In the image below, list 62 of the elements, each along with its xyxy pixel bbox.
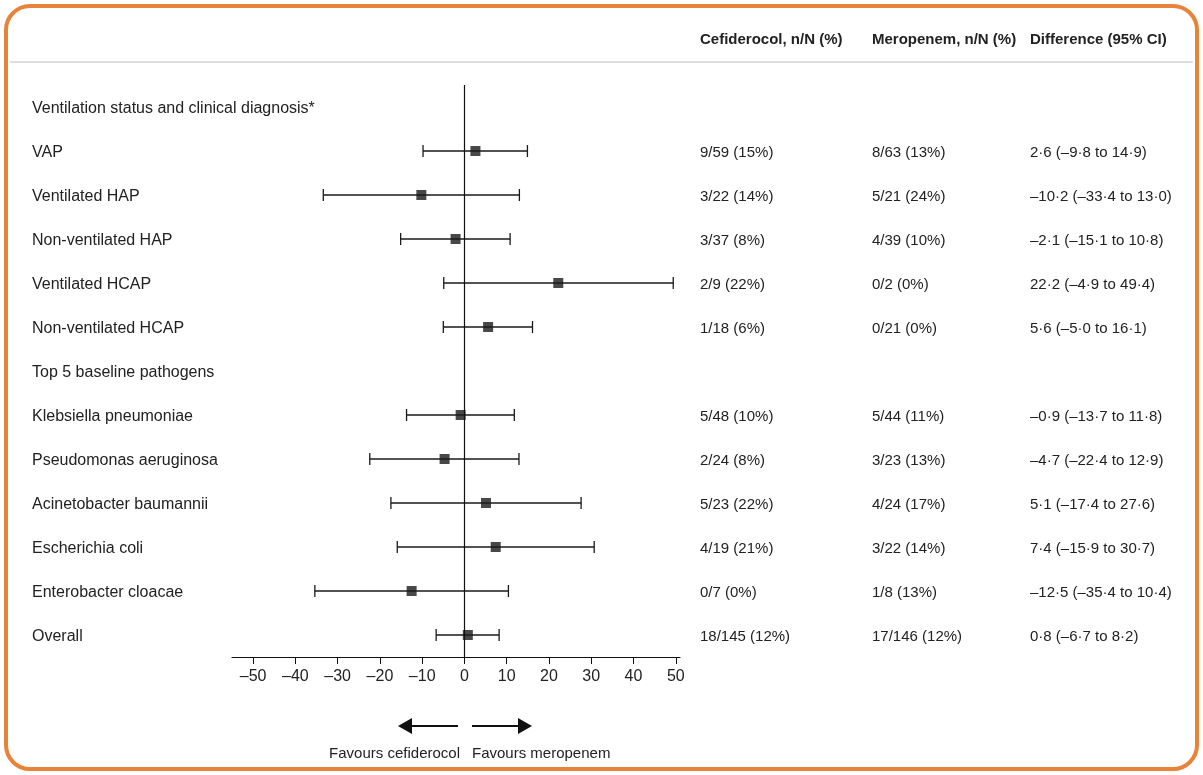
x-tick-label: 0 — [460, 666, 469, 684]
text: 1/18 (6%) — [700, 318, 766, 336]
text: 5·1 (–17·4 to 27·6) — [1030, 494, 1156, 512]
y-tick-label: Ventilated HCAP — [32, 274, 152, 292]
text: 5·6 (–5·0 to 16·1) — [1030, 318, 1147, 336]
y-tick-label: VAP — [32, 142, 63, 160]
y-tick-label: Acinetobacter baumannii — [32, 494, 209, 512]
x-tick-label: 40 — [624, 666, 643, 684]
text: –10·2 (–33·4 to 13·0) — [1030, 186, 1172, 204]
y-tick-label: Enterobacter cloacae — [32, 582, 184, 600]
y-tick-label: Overall — [32, 626, 83, 644]
x-tick-label: 10 — [497, 666, 516, 684]
x-tick-label: –40 — [282, 666, 309, 684]
y-tick-label: Ventilation status and clinical diagnosis* — [32, 98, 315, 116]
text: Cefiderocol, n/N (%) — [700, 29, 843, 47]
text: –4·7 (–22·4 to 12·9) — [1030, 450, 1164, 468]
text: –0·9 (–13·7 to 11·8) — [1030, 406, 1163, 424]
text: 5/23 (22%) — [700, 494, 774, 512]
text: Meropenem, n/N (%) — [872, 29, 1017, 47]
text: 2/24 (8%) — [700, 450, 766, 468]
text: 2/9 (22%) — [700, 274, 766, 292]
text: –2·1 (–15·1 to 10·8) — [1030, 230, 1164, 248]
text: –12·5 (–35·4 to 10·4) — [1030, 582, 1172, 600]
text: 17/146 (12%) — [872, 626, 963, 644]
x-tick-label: –20 — [366, 666, 394, 684]
text: 0/21 (0%) — [872, 318, 938, 336]
y-tick-label: Escherichia coli — [32, 538, 144, 556]
text: Favours meropenem — [472, 743, 611, 761]
text: Difference (95% CI) — [1030, 29, 1167, 47]
y-tick-label: Klebsiella pneumoniae — [32, 406, 194, 424]
text: 4/19 (21%) — [700, 538, 774, 556]
text: 0·8 (–6·7 to 8·2) — [1030, 626, 1139, 644]
x-tick-label: –30 — [324, 666, 352, 684]
text: 2·6 (–9·8 to 14·9) — [1030, 142, 1147, 160]
text: 18/145 (12%) — [700, 626, 791, 644]
text: 4/39 (10%) — [872, 230, 946, 248]
text: 4/24 (17%) — [872, 494, 946, 512]
text: 9/59 (15%) — [700, 142, 774, 160]
y-tick-label: Non-ventilated HAP — [32, 230, 173, 248]
text: 3/22 (14%) — [700, 186, 774, 204]
text: Favours cefiderocol — [329, 743, 460, 761]
text: 5/44 (11%) — [872, 406, 945, 424]
x-tick-label: 50 — [666, 666, 685, 684]
text: 1/8 (13%) — [872, 582, 938, 600]
text: 22·2 (–4·9 to 49·4) — [1030, 274, 1156, 292]
text: 3/22 (14%) — [872, 538, 946, 556]
x-tick-label: –50 — [239, 666, 267, 684]
text: 3/23 (13%) — [872, 450, 946, 468]
y-tick-label: Top 5 baseline pathogens — [32, 362, 215, 380]
y-tick-label: Ventilated HAP — [32, 186, 140, 204]
text: 0/2 (0%) — [872, 274, 929, 292]
text: 5/48 (10%) — [700, 406, 774, 424]
y-tick-label: Non-ventilated HCAP — [32, 318, 185, 336]
text: 3/37 (8%) — [700, 230, 766, 248]
text: 0/7 (0%) — [700, 582, 757, 600]
x-tick-label: –10 — [408, 666, 436, 684]
x-tick-label: 20 — [540, 666, 558, 684]
text: 8/63 (13%) — [872, 142, 946, 160]
text: 7·4 (–15·9 to 30·7) — [1030, 538, 1156, 556]
y-tick-label: Pseudomonas aeruginosa — [32, 450, 219, 468]
text: 5/21 (24%) — [872, 186, 946, 204]
x-tick-label: 30 — [582, 666, 601, 684]
